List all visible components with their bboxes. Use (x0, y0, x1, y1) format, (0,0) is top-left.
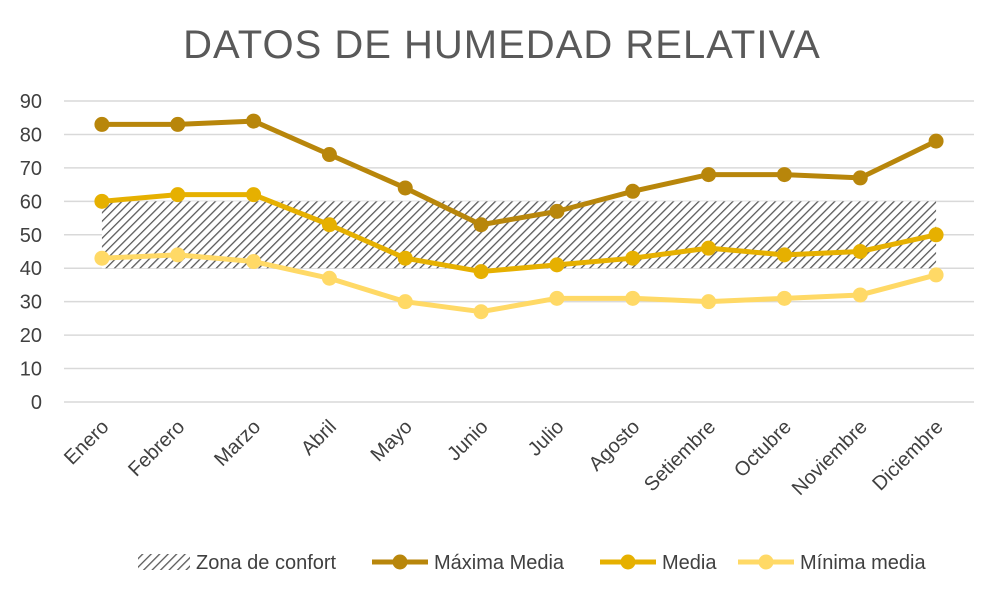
legend-label: Zona de confort (196, 552, 337, 574)
data-point (776, 167, 792, 183)
data-point (246, 254, 262, 270)
legend-swatch-marker (620, 554, 636, 570)
data-point (776, 290, 792, 306)
x-tick-label: Junio (443, 416, 492, 465)
data-point (246, 113, 262, 129)
legend-label: Máxima Media (434, 552, 565, 574)
data-point (625, 290, 641, 306)
x-tick-label: Noviembre (788, 416, 872, 500)
y-tick-label: 20 (20, 325, 42, 347)
data-point (397, 250, 413, 266)
chart-title: DATOS DE HUMEDAD RELATIVA (183, 23, 821, 67)
comfort-zone-band (101, 201, 937, 269)
data-point (473, 217, 489, 233)
data-point (549, 257, 565, 273)
series-line (99, 118, 939, 228)
data-point (397, 180, 413, 196)
data-point (170, 187, 186, 203)
data-point (321, 217, 337, 233)
y-tick-label: 50 (20, 225, 42, 247)
legend-swatch-marker (758, 554, 774, 570)
data-point (94, 250, 110, 266)
legend-swatch-marker (392, 554, 408, 570)
y-tick-label: 60 (20, 191, 42, 213)
x-tick-label: Agosto (585, 416, 645, 476)
data-point (397, 294, 413, 310)
data-point (701, 294, 717, 310)
y-tick-label: 30 (20, 292, 42, 314)
series-line (99, 252, 939, 315)
data-point (852, 287, 868, 303)
data-point (321, 147, 337, 163)
series-2 (94, 247, 944, 320)
y-tick-label: 0 (31, 392, 42, 414)
x-tick-label: Setiembre (640, 416, 720, 496)
data-point (473, 304, 489, 320)
series-line (99, 192, 939, 275)
data-point (852, 170, 868, 186)
legend-label: Mínima media (800, 552, 926, 574)
legend: Zona de confort Máxima Media Media Mínima m… (138, 552, 926, 574)
x-tick-label: Febrero (124, 416, 189, 481)
data-point (321, 270, 337, 286)
x-tick-label: Mayo (367, 416, 417, 466)
data-point (928, 267, 944, 283)
y-axis-ticks: 0 10 20 30 40 50 60 70 80 90 (20, 91, 42, 414)
comfort-band-layer (101, 201, 937, 269)
data-point (549, 290, 565, 306)
data-point (94, 116, 110, 132)
data-point (246, 187, 262, 203)
data-point (473, 264, 489, 280)
x-tick-label: Julio (524, 416, 569, 461)
x-tick-label: Diciembre (868, 416, 947, 495)
data-point (776, 247, 792, 263)
data-point (701, 167, 717, 183)
y-tick-label: 10 (20, 359, 42, 381)
data-point (701, 240, 717, 256)
y-tick-label: 90 (20, 91, 42, 113)
x-tick-label: Marzo (210, 416, 265, 471)
data-point (170, 116, 186, 132)
data-point (928, 133, 944, 149)
y-tick-label: 70 (20, 158, 42, 180)
x-tick-label: Abril (297, 416, 341, 460)
data-point (625, 250, 641, 266)
data-point (170, 247, 186, 263)
data-point (549, 203, 565, 219)
x-tick-label: Octubre (730, 416, 796, 482)
series-layer (94, 113, 944, 320)
y-tick-label: 40 (20, 258, 42, 280)
legend-label: Media (662, 552, 717, 574)
legend-swatch-comfort (138, 554, 190, 570)
data-point (852, 244, 868, 259)
series-0 (94, 113, 944, 233)
y-tick-label: 80 (20, 124, 42, 146)
data-point (94, 193, 110, 209)
x-axis-ticks: Enero Febrero Marzo Abril Mayo Junio Julio Agos… (60, 416, 947, 500)
data-point (625, 183, 641, 199)
series-1 (94, 187, 944, 280)
data-point (928, 227, 944, 243)
x-tick-label: Enero (60, 416, 113, 469)
